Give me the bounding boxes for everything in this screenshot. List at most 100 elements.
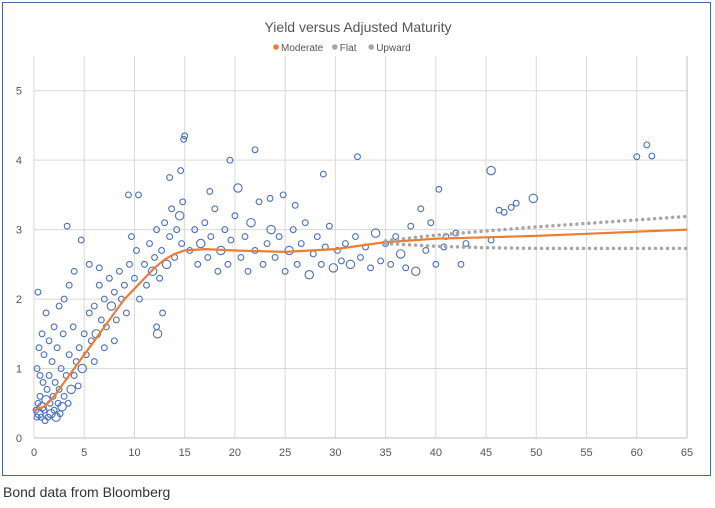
bond-point xyxy=(178,240,186,247)
bond-point xyxy=(328,263,339,273)
bond-point xyxy=(63,222,71,230)
bond-point xyxy=(38,330,46,338)
bond-point xyxy=(367,264,374,272)
bond-point xyxy=(227,236,235,244)
bond-point xyxy=(80,330,88,338)
legend-label-upward: Upward xyxy=(376,43,410,54)
bond-point xyxy=(354,153,361,161)
bond-point xyxy=(201,219,209,227)
bond-point xyxy=(77,363,87,374)
bond-point xyxy=(507,203,515,211)
bond-point xyxy=(528,193,539,204)
y-tick-label: 5 xyxy=(16,86,22,98)
bond-point xyxy=(422,247,430,254)
x-tick-label: 5 xyxy=(81,447,87,459)
bond-point xyxy=(271,253,279,261)
bond-point xyxy=(51,412,61,422)
bond-point xyxy=(241,233,249,241)
bond-point xyxy=(151,253,159,261)
bond-point xyxy=(43,385,51,393)
bond-point xyxy=(317,260,325,268)
bond-point xyxy=(44,413,52,421)
bond-point xyxy=(85,260,93,268)
bond-point xyxy=(427,219,435,227)
bond-point xyxy=(105,274,113,282)
x-tick-label: 55 xyxy=(580,447,592,459)
bond-point xyxy=(75,344,83,352)
bond-point xyxy=(110,288,118,296)
bond-point xyxy=(45,372,53,379)
bond-point xyxy=(143,281,150,289)
bond-point xyxy=(196,238,206,249)
x-tick-label: 15 xyxy=(179,447,191,459)
bond-point xyxy=(60,392,68,400)
bond-point xyxy=(37,413,45,421)
bond-point xyxy=(251,146,259,154)
bond-point xyxy=(633,153,641,161)
bond-point xyxy=(435,185,443,193)
bond-point xyxy=(304,270,315,280)
bond-point xyxy=(173,226,181,234)
bond-point xyxy=(124,191,132,199)
bond-point xyxy=(131,274,138,282)
bond-point xyxy=(53,344,61,352)
x-tick-label: 50 xyxy=(530,447,542,459)
bond-point xyxy=(55,385,63,393)
x-tick-label: 0 xyxy=(31,447,37,459)
bond-point xyxy=(395,249,406,259)
bond-point xyxy=(181,132,189,140)
bond-point xyxy=(69,323,77,331)
bond-point xyxy=(55,302,63,310)
series-flat-line xyxy=(383,241,689,251)
bond-point xyxy=(112,316,120,324)
scatter-chart: Yield versus Adjusted Maturity Moderate F… xyxy=(16,19,693,459)
legend: Moderate Flat Upward xyxy=(273,43,411,54)
bond-point xyxy=(127,233,135,241)
bond-point xyxy=(643,141,651,149)
x-tick-label: 60 xyxy=(631,447,643,459)
bond-point xyxy=(313,233,321,241)
bond-point xyxy=(85,309,93,317)
bond-point xyxy=(158,247,166,254)
legend-marker-moderate xyxy=(273,44,279,50)
bond-point xyxy=(211,205,219,213)
bond-point xyxy=(293,260,301,268)
bond-point xyxy=(161,219,169,227)
legend-label-moderate: Moderate xyxy=(281,43,324,54)
bond-point xyxy=(204,253,212,261)
bond-points xyxy=(32,132,656,425)
bond-point xyxy=(59,330,67,338)
bond-point xyxy=(266,224,276,235)
bond-point xyxy=(141,260,148,268)
bond-point xyxy=(289,226,297,234)
bond-point xyxy=(297,240,305,247)
y-tick-label: 2 xyxy=(16,294,22,306)
bond-point xyxy=(194,260,202,268)
bond-point xyxy=(341,240,349,247)
bond-point xyxy=(50,323,58,331)
bond-point xyxy=(156,274,164,282)
bond-point xyxy=(153,323,161,331)
bond-point xyxy=(110,337,118,345)
series-upward-line xyxy=(383,214,689,243)
bond-point xyxy=(402,264,410,272)
bond-point xyxy=(33,365,41,372)
bond-point xyxy=(275,233,283,241)
chart-frame: Yield versus Adjusted Maturity Moderate F… xyxy=(2,2,711,476)
bond-point xyxy=(146,240,153,247)
bond-point xyxy=(291,201,299,209)
bond-point xyxy=(65,281,73,289)
bond-point xyxy=(147,266,158,277)
bond-point xyxy=(35,344,43,352)
bond-point xyxy=(432,260,440,268)
bond-point xyxy=(221,226,229,234)
legend-marker-upward xyxy=(368,44,375,50)
y-tick-label: 0 xyxy=(16,433,22,445)
bond-point xyxy=(106,301,117,311)
bond-point xyxy=(206,187,214,195)
bond-point xyxy=(279,191,287,199)
bond-point xyxy=(70,267,78,275)
bond-point xyxy=(51,378,59,386)
bond-point xyxy=(90,302,98,310)
